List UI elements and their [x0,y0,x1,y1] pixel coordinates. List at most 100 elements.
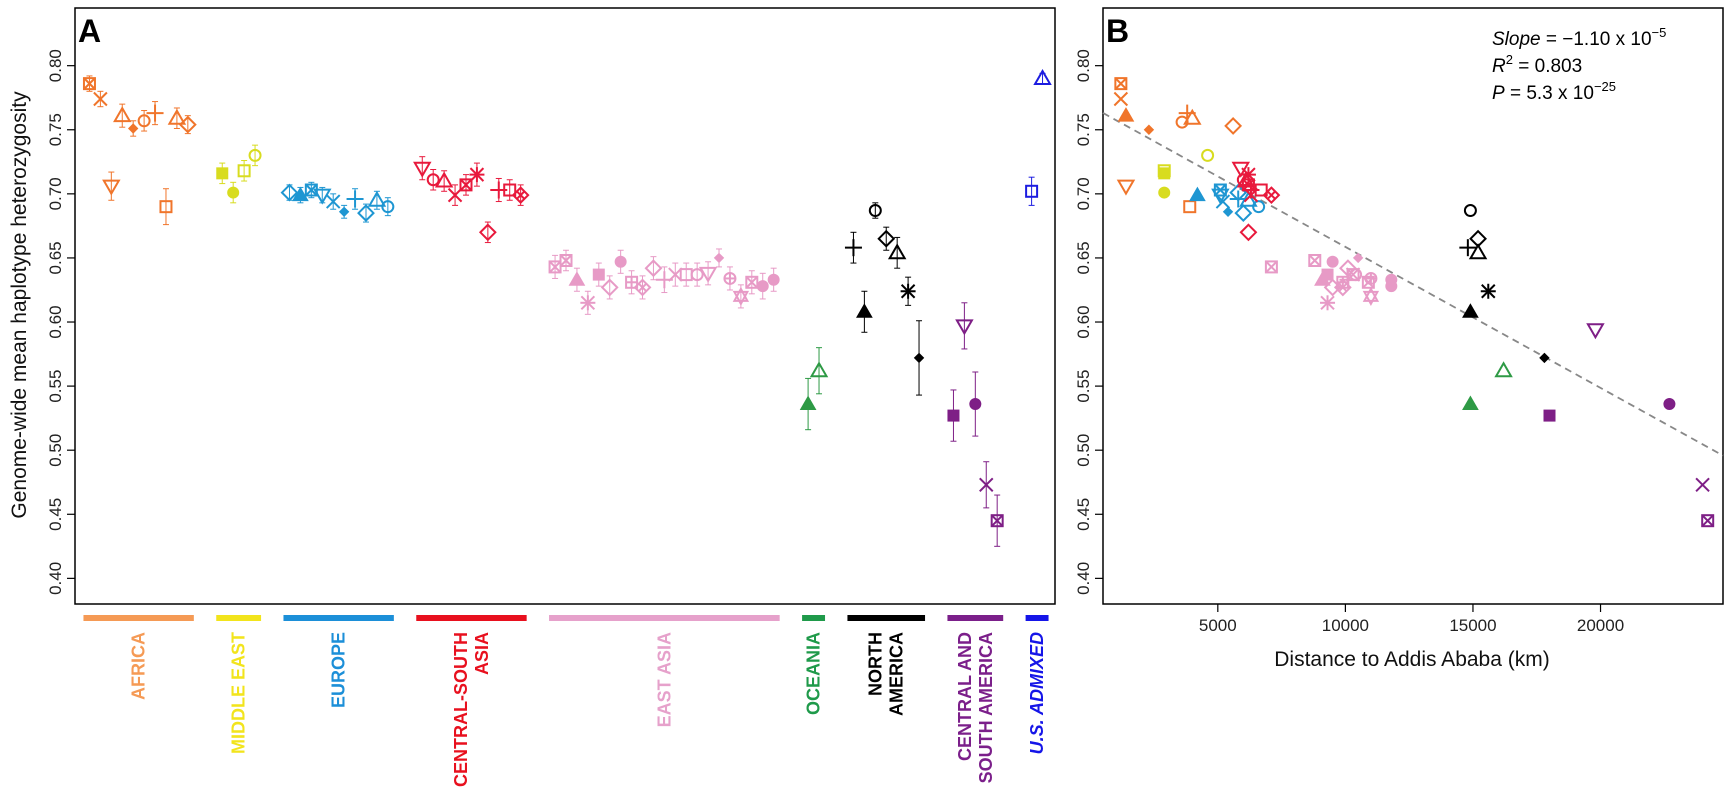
panel-a-y-tick-label: 0.45 [46,498,65,531]
distance-point [1239,190,1258,207]
region-label: NORTH [866,632,886,696]
panel-b-y-tick-label: 0.70 [1074,177,1093,210]
panel-b-y-tick-label: 0.75 [1074,113,1093,146]
distance-point [1352,252,1364,264]
distance-point [1158,186,1171,199]
population-point [568,271,586,286]
population-point [82,77,96,91]
population-point [799,395,817,411]
distance-point [1463,204,1477,218]
population-point [592,268,605,281]
region-bar [416,615,527,621]
population-point [732,286,750,306]
distance-point [1183,108,1202,125]
population-point [459,178,473,192]
p-exponent: −25 [1594,79,1616,94]
population-point [559,253,573,267]
panel-a-y-tick-label: 0.70 [46,177,65,210]
panel-b-y-tick-label: 0.45 [1074,498,1093,531]
population-point [600,278,619,297]
panel-b-x-tick-label: 10000 [1322,616,1369,635]
panel-a: A 0.40 0.45 0.50 0.55 0.60 0.65 0.70 0.75 0.80 G… [8,7,1056,787]
distance-point [1362,286,1380,306]
p-label: P [1492,83,1505,104]
population-point [313,188,332,205]
population-point [357,204,375,222]
region-labels: AFRICA MIDDLE EAST EUROPE CENTRAL-SOUTH ASIA… [129,632,1047,787]
population-point [367,190,387,207]
region-bar [947,615,1004,621]
region-bar [283,615,394,621]
distance-point [1201,148,1215,162]
region-label: U.S. ADMIXED [1027,632,1047,754]
population-point [511,186,530,205]
distance-point [1189,186,1206,202]
panel-a-y-label: Genome-wide mean haplotype heterozygosit… [8,91,31,519]
region-label: AMERICA [887,632,907,716]
distance-point [1468,243,1488,260]
region-bar [83,615,194,621]
population-point [580,295,596,311]
distance-point [1308,253,1322,267]
population-point [745,275,759,289]
population-point [434,171,454,188]
slope-text: Slope = −1.10 x 10−5 [1492,25,1666,50]
population-point [325,194,341,209]
region-label: CENTRAL AND [955,632,975,761]
panel-b-y-tick-label: 0.80 [1074,49,1093,82]
distance-point [1320,295,1336,311]
panel-b-y-tick-label: 0.65 [1074,241,1093,274]
distance-point [1234,204,1253,222]
panel-a-y-tick-label: 0.60 [46,305,65,338]
distance-point [1361,275,1375,289]
region-label: SOUTH AMERICA [976,632,996,783]
distance-point [1117,107,1135,122]
panel-a-y-tick-label: 0.55 [46,370,65,403]
distance-point [1175,115,1189,129]
population-point [248,148,262,162]
distance-point [1586,323,1605,340]
p-text: P = 5.3 x 10−25 [1492,79,1616,104]
distance-point [1321,268,1334,281]
population-point [756,280,769,293]
distance-point [1239,223,1258,242]
region-label: EUROPE [329,632,349,708]
population-point [292,186,309,202]
population-point [137,114,151,128]
r2-superscript: 2 [1506,52,1513,67]
population-point [227,186,240,199]
distance-point [1385,273,1398,286]
population-point [990,514,1004,528]
population-point [346,190,364,208]
panel-b-x-tick-label: 15000 [1449,616,1496,635]
population-point [690,268,704,282]
distance-point [1231,161,1251,178]
population-point [478,223,497,242]
population-point [503,183,517,197]
panel-a-y-tick-label: 0.75 [46,113,65,146]
population-point [877,229,896,248]
region-bar [847,615,926,621]
population-point [338,206,350,218]
population-point [167,108,187,125]
panel-b-x-tick-label: 20000 [1577,616,1624,635]
region-label: CENTRAL-SOUTH [451,632,471,787]
panel-a-y-tick-label: 0.80 [46,49,65,82]
region-bars [83,615,1049,621]
panel-a-y-tick-label: 0.65 [46,241,65,274]
distance-point [1459,239,1477,257]
regression-line [1102,112,1724,457]
population-point [887,243,907,260]
distance-point [1114,77,1128,91]
panel-b-points [1113,77,1715,528]
distance-point [1349,268,1363,282]
panel-b: B 0.40 0.45 0.50 0.55 0.60 0.65 0.70 0.75 0.80 5… [1074,7,1724,671]
population-point [1033,68,1052,85]
population-point [178,115,197,134]
slope-label: Slope [1492,29,1541,50]
population-point [93,91,108,107]
population-point [698,266,718,283]
population-point [413,161,432,178]
distance-point [1663,398,1676,411]
